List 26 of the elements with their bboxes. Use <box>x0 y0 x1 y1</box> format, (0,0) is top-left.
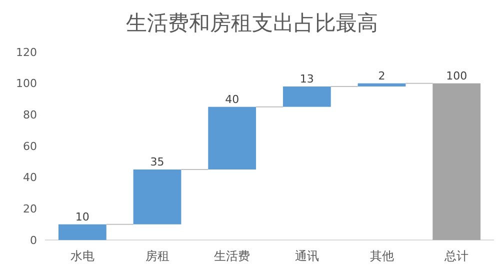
x-tick-label: 水电 <box>70 249 94 263</box>
x-tick-label: 通讯 <box>294 249 319 263</box>
y-tick-label: 100 <box>16 77 37 90</box>
x-tick-label: 其他 <box>370 249 394 263</box>
bar <box>208 106 256 170</box>
bar <box>432 83 481 240</box>
y-tick-label: 40 <box>23 171 37 184</box>
y-tick-label: 120 <box>16 46 37 59</box>
bar <box>133 170 182 224</box>
data-label: 100 <box>446 69 468 82</box>
data-label: 35 <box>150 156 164 168</box>
bar <box>282 86 331 107</box>
data-label: 13 <box>300 72 314 86</box>
y-tick-label: 20 <box>23 202 37 216</box>
chart-title: 生活费和房租支出占比最高 <box>126 11 378 35</box>
data-label: 10 <box>75 210 90 224</box>
x-tick-label: 总计 <box>444 249 469 263</box>
data-label: 40 <box>225 92 240 106</box>
data-label: 2 <box>378 69 386 82</box>
y-tick-label: 80 <box>23 108 37 122</box>
y-tick-label: 0 <box>30 234 37 247</box>
y-tick-label: 60 <box>23 140 37 153</box>
x-tick-label: 生活费 <box>214 249 250 263</box>
bar <box>58 224 106 240</box>
x-tick-label: 房租 <box>145 249 170 263</box>
bar <box>358 83 406 86</box>
